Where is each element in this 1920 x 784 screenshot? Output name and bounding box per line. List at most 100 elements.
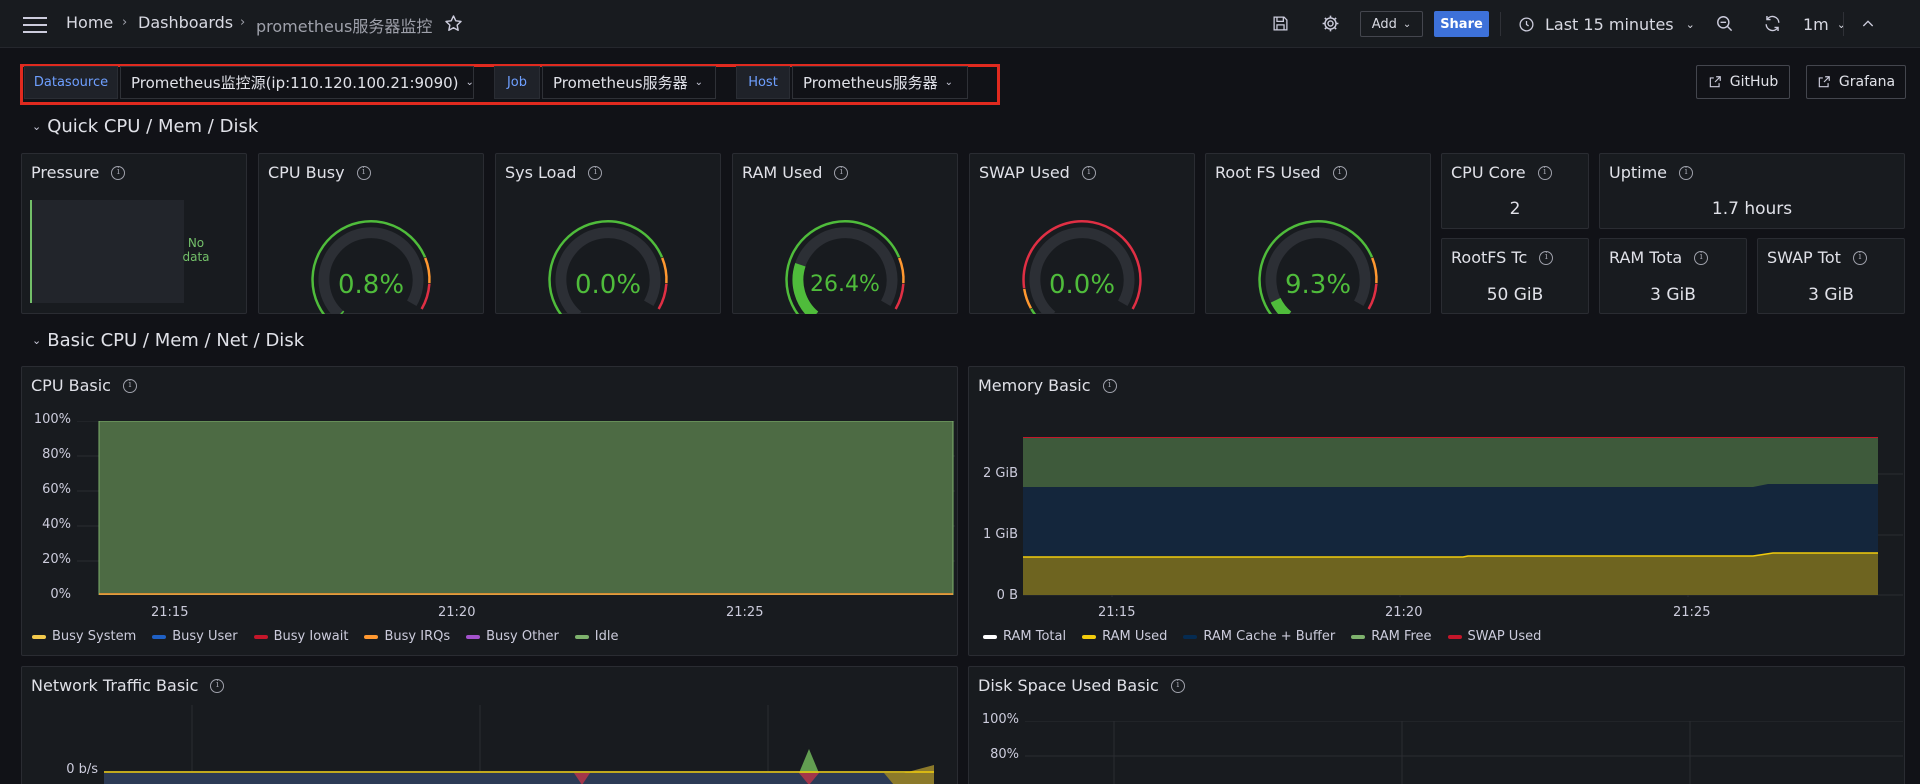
refresh-icon[interactable]: [1763, 14, 1782, 33]
info-icon[interactable]: i: [1679, 165, 1694, 180]
info-icon[interactable]: i: [111, 165, 126, 180]
legend-item[interactable]: Busy Iowait: [253, 629, 348, 644]
legend-item[interactable]: RAM Cache + Buffer: [1183, 629, 1335, 644]
breadcrumb-dashboards[interactable]: Dashboards: [138, 13, 234, 32]
legend-item[interactable]: RAM Used: [1082, 629, 1167, 644]
panel-title: Pressure i: [31, 163, 126, 182]
grafana-link-button[interactable]: Grafana: [1806, 65, 1906, 99]
info-icon[interactable]: i: [1170, 678, 1185, 693]
datasource-select-value: Prometheus监控源(ip:110.120.100.21:9090): [131, 74, 459, 92]
legend-swatch: [1447, 634, 1462, 639]
legend-label: Busy User: [172, 629, 238, 644]
ram-used-panel: RAM Used i 26.4%: [732, 153, 958, 314]
panel-title: RAM Used i: [742, 163, 849, 182]
gauge-value-fill: [792, 262, 819, 314]
gear-icon[interactable]: [1321, 14, 1340, 33]
info-icon[interactable]: i: [122, 378, 137, 393]
legend-swatch: [32, 634, 46, 639]
legend-item[interactable]: Busy IRQs: [364, 629, 450, 644]
external-link-icon: [1818, 76, 1830, 88]
x-tick: 21:20: [1385, 605, 1423, 620]
info-icon[interactable]: i: [834, 165, 849, 180]
network-spike: [799, 749, 819, 773]
menu-icon[interactable]: [23, 16, 47, 33]
legend-item[interactable]: SWAP Used: [1447, 629, 1541, 644]
info-icon[interactable]: i: [1081, 165, 1096, 180]
legend-item[interactable]: RAM Total: [983, 629, 1066, 644]
time-range-picker[interactable]: Last 15 minutes ⌄: [1518, 12, 1695, 36]
row-title: Quick CPU / Mem / Disk: [47, 116, 259, 137]
time-range-label: Last 15 minutes: [1545, 14, 1674, 34]
datasource-select[interactable]: Prometheus监控源(ip:110.120.100.21:9090) ⌄: [120, 66, 474, 99]
ram-free-area: [1023, 437, 1878, 487]
legend-label: RAM Total: [1003, 629, 1067, 644]
legend-item[interactable]: Busy Other: [466, 629, 559, 644]
breadcrumb-home[interactable]: Home: [66, 13, 114, 32]
share-button[interactable]: Share: [1434, 11, 1489, 37]
legend-swatch: [253, 634, 268, 639]
pressure-panel: Pressure i No data: [21, 153, 247, 314]
row-title: Basic CPU / Mem / Net / Disk: [47, 330, 305, 351]
info-icon[interactable]: i: [210, 678, 225, 693]
star-icon[interactable]: [444, 14, 463, 33]
idle-area: [98, 421, 954, 595]
add-button[interactable]: Add ⌄: [1360, 11, 1423, 37]
y-tick: 0 b/s: [66, 762, 98, 777]
info-icon[interactable]: i: [1332, 165, 1347, 180]
gauge-threshold-arc: [424, 257, 431, 284]
info-icon[interactable]: i: [356, 165, 371, 180]
gauge-threshold-arc: [548, 220, 664, 314]
info-icon[interactable]: i: [1102, 378, 1117, 393]
sys-load-gauge: [548, 220, 668, 314]
ram-used-gauge: [785, 220, 905, 314]
stat-value: 1.7 hours: [1711, 199, 1793, 219]
external-link-icon: [1709, 76, 1721, 88]
panel-title-text: Sys Load: [505, 163, 577, 182]
row-quick-cpu-mem-disk[interactable]: ⌄ Quick CPU / Mem / Disk: [32, 116, 258, 137]
info-icon[interactable]: i: [1539, 250, 1554, 265]
info-icon[interactable]: i: [1852, 250, 1867, 265]
panel-title-text: Pressure: [31, 163, 100, 182]
legend-item[interactable]: RAM Free: [1351, 629, 1432, 644]
host-select[interactable]: Prometheus服务器 ⌄: [792, 66, 968, 99]
chevron-up-icon[interactable]: [1860, 16, 1876, 32]
info-icon[interactable]: i: [1694, 250, 1709, 265]
github-link-button[interactable]: GitHub: [1696, 65, 1790, 99]
panel-title: Root FS Used i: [1215, 163, 1347, 182]
legend-item[interactable]: Idle: [574, 629, 619, 644]
gauge-threshold-arc: [661, 257, 668, 284]
x-tick: 21:25: [1673, 605, 1711, 620]
stat-value: 2: [1509, 199, 1521, 219]
panel-title-text: CPU Busy: [268, 163, 345, 182]
info-icon[interactable]: i: [1537, 165, 1552, 180]
zoom-out-icon[interactable]: [1715, 14, 1734, 33]
gauge-value-fill: [1270, 297, 1292, 314]
legend-item[interactable]: Busy System: [32, 629, 136, 644]
panel-title-text: SWAP Tot: [1767, 248, 1841, 267]
y-tick: 100%: [33, 412, 71, 427]
y-tick: 1 GiB: [982, 527, 1018, 542]
legend-item[interactable]: Busy User: [152, 629, 238, 644]
gauge-value: 0.8%: [337, 270, 405, 300]
job-select[interactable]: Prometheus服务器 ⌄: [542, 66, 716, 99]
y-tick: 100%: [981, 712, 1019, 727]
save-icon[interactable]: [1272, 15, 1289, 32]
gauge-threshold-arc: [1030, 308, 1037, 314]
row-basic-cpu-mem-net-disk[interactable]: ⌄ Basic CPU / Mem / Net / Disk: [32, 330, 304, 351]
github-link-label: GitHub: [1729, 74, 1779, 90]
gauge-track: [1029, 227, 1135, 314]
info-icon[interactable]: i: [588, 165, 603, 180]
host-variable-label: Host: [736, 66, 790, 99]
legend-swatch: [1082, 634, 1097, 639]
sys-load-panel: Sys Load i 0.0%: [495, 153, 721, 314]
panel-title-text: Network Traffic Basic: [31, 676, 199, 695]
chevron-down-icon: ⌄: [1402, 18, 1412, 30]
clock-icon: [1519, 16, 1534, 32]
gauge-threshold-arc: [894, 283, 905, 310]
panel-title: CPU Core i: [1451, 163, 1552, 182]
network-traffic-plot: [104, 705, 934, 784]
dashboard-title: prometheus服务器监控: [256, 17, 433, 36]
network-dip: [574, 773, 590, 784]
y-tick: 0%: [50, 587, 71, 602]
refresh-interval-picker[interactable]: 1m ⌄: [1803, 12, 1846, 36]
